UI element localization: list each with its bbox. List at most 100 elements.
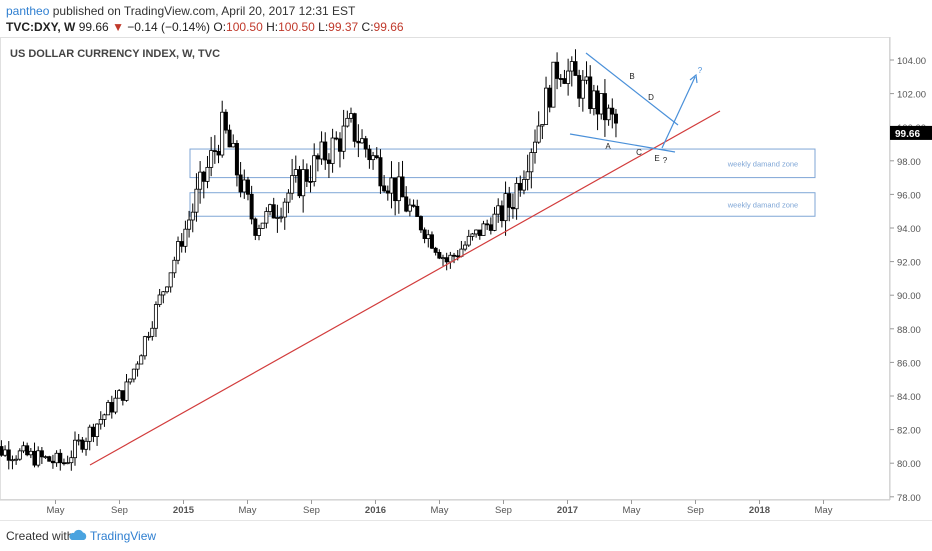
candle-body bbox=[514, 182, 519, 210]
candle-body bbox=[418, 216, 423, 231]
candle-body bbox=[164, 286, 169, 293]
candle-body bbox=[21, 445, 26, 452]
candle-body bbox=[533, 141, 538, 153]
candle-body bbox=[613, 113, 618, 124]
candle-body bbox=[312, 155, 317, 183]
candle-body bbox=[54, 452, 59, 464]
candle-body bbox=[61, 462, 66, 465]
y-tick-label: 90.00 bbox=[897, 291, 921, 302]
candle-body bbox=[76, 439, 81, 442]
x-tick-label: May bbox=[623, 505, 641, 516]
candle-body bbox=[363, 138, 368, 150]
wave-label: E bbox=[654, 154, 659, 163]
x-tick-label: 2015 bbox=[173, 505, 195, 516]
publish-line: pantheo published on TradingView.com, Ap… bbox=[6, 4, 355, 18]
wave-label: B bbox=[629, 72, 634, 81]
wave-label: C bbox=[636, 148, 642, 157]
candle-body bbox=[293, 169, 298, 176]
candle-body bbox=[179, 241, 184, 247]
candle-body bbox=[268, 204, 273, 212]
open-label: O: bbox=[213, 20, 227, 34]
candle-body bbox=[577, 75, 582, 99]
candle-body bbox=[65, 462, 70, 465]
candle-body bbox=[304, 169, 309, 182]
candle-body bbox=[371, 155, 376, 161]
candle-body bbox=[47, 456, 52, 462]
chart-area[interactable]: US DOLLAR CURRENCY INDEX, W, TVC weekly … bbox=[0, 37, 932, 517]
candle-body bbox=[385, 190, 390, 194]
breakout-label: ? bbox=[698, 66, 703, 75]
candle-body bbox=[290, 175, 295, 194]
tradingview-cloud-icon[interactable] bbox=[68, 528, 88, 542]
candle-body bbox=[599, 93, 604, 115]
candle-body bbox=[39, 450, 44, 458]
candle-body bbox=[569, 61, 574, 72]
triangle-upper-line bbox=[585, 52, 679, 126]
candle-body bbox=[297, 169, 302, 197]
y-tick-label: 80.00 bbox=[897, 459, 921, 470]
x-tick-label: 2018 bbox=[749, 505, 770, 516]
candle-body bbox=[433, 247, 438, 253]
y-tick-label: 98.00 bbox=[897, 157, 921, 168]
candle-body bbox=[28, 450, 33, 456]
candle-body bbox=[142, 336, 147, 357]
candle-body bbox=[540, 124, 545, 127]
candle-body bbox=[407, 204, 412, 212]
candle-body bbox=[411, 204, 416, 207]
candle-body bbox=[602, 93, 607, 121]
y-tick-label: 102.00 bbox=[897, 90, 926, 101]
candle-body bbox=[117, 390, 122, 399]
candle-body bbox=[271, 204, 276, 219]
candle-body bbox=[521, 179, 526, 191]
y-tick-label: 82.00 bbox=[897, 426, 921, 437]
x-tick-label: May bbox=[431, 505, 449, 516]
y-tick-label: 88.00 bbox=[897, 325, 921, 336]
candle-body bbox=[470, 233, 475, 237]
candle-body bbox=[382, 185, 387, 192]
candle-body bbox=[50, 460, 55, 464]
candle-body bbox=[98, 419, 103, 425]
y-tick-label: 104.00 bbox=[897, 56, 926, 67]
price-chart[interactable]: US DOLLAR CURRENCY INDEX, W, TVC weekly … bbox=[0, 37, 932, 517]
candle-body bbox=[503, 193, 508, 222]
candle-body bbox=[544, 87, 549, 125]
candle-body bbox=[106, 402, 111, 416]
candle-body bbox=[223, 111, 228, 131]
candle-body bbox=[584, 76, 589, 81]
candle-body bbox=[485, 223, 490, 226]
candle-body bbox=[566, 70, 571, 84]
candle-body bbox=[444, 257, 449, 263]
candle-body bbox=[95, 423, 100, 437]
tradingview-link[interactable]: TradingView bbox=[90, 529, 157, 543]
candle-body bbox=[488, 224, 493, 231]
candle-body bbox=[326, 159, 331, 164]
author-link[interactable]: pantheo bbox=[6, 4, 50, 18]
candle-body bbox=[345, 117, 350, 127]
candle-body bbox=[301, 169, 306, 197]
x-tick-label: May bbox=[47, 505, 65, 516]
candle-body bbox=[253, 218, 258, 236]
candle-body bbox=[194, 188, 199, 213]
triangle-lower-line bbox=[569, 133, 676, 153]
candle-body bbox=[573, 61, 578, 76]
quote-line: TVC:DXY, W 99.66 ▼ −0.14 (−0.14%) O:100.… bbox=[6, 20, 404, 34]
candle-body bbox=[190, 211, 195, 221]
candle-body bbox=[352, 113, 357, 142]
plot-frame bbox=[0, 37, 890, 500]
price-badge-label: 99.66 bbox=[895, 129, 920, 140]
candle-body bbox=[348, 113, 353, 119]
x-tick-label: 2016 bbox=[365, 505, 386, 516]
candle-body bbox=[606, 107, 611, 121]
zone-label: weekly damand zone bbox=[727, 200, 798, 209]
candle-body bbox=[389, 177, 394, 194]
candle-body bbox=[466, 235, 471, 246]
candle-body bbox=[323, 141, 328, 161]
candle-body bbox=[109, 402, 114, 413]
candle-body bbox=[341, 125, 346, 152]
candle-body bbox=[120, 390, 125, 401]
chart-title: US DOLLAR CURRENCY INDEX, W, TVC bbox=[10, 48, 220, 60]
close-label: C: bbox=[361, 20, 374, 34]
candle-body bbox=[84, 440, 89, 450]
candle-body bbox=[330, 137, 335, 164]
x-tick-label: Sep bbox=[111, 505, 128, 516]
